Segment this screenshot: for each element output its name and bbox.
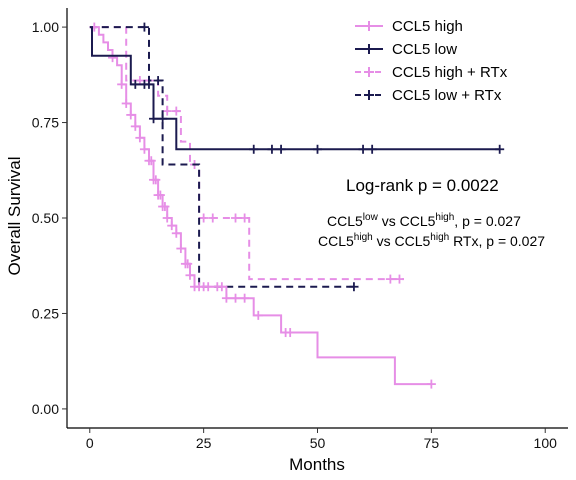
x-axis-title: Months bbox=[289, 455, 345, 474]
series-layer bbox=[89, 22, 505, 389]
series-ccl5-high bbox=[89, 22, 436, 389]
legend-item: CCL5 low + RTx bbox=[355, 87, 502, 104]
logrank-annotation: Log-rank p = 0.0022 bbox=[346, 176, 499, 195]
legend-label: CCL5 high + RTx bbox=[392, 64, 508, 81]
comparison-1-base: CCL5 bbox=[327, 213, 363, 229]
comparison-2-sup: high bbox=[354, 232, 373, 243]
series-ccl5-high-rtx bbox=[89, 26, 404, 284]
legend-item: CCL5 high bbox=[355, 18, 463, 35]
legend-item: CCL5 high + RTx bbox=[355, 64, 508, 81]
x-tick-label: 0 bbox=[86, 435, 94, 451]
y-tick-label: 0.00 bbox=[32, 401, 59, 417]
comparison-1-tail: , p = 0.027 bbox=[454, 213, 521, 229]
y-tick-label: 0.50 bbox=[32, 210, 59, 226]
y-tick-label: 0.75 bbox=[32, 115, 59, 131]
legend-label: CCL5 low + RTx bbox=[392, 87, 502, 104]
y-tick-label: 1.00 bbox=[32, 19, 59, 35]
ticks: 0 25 50 75 100 0.00 0.25 0.50 0.75 1.00 bbox=[32, 19, 557, 451]
x-tick-label: 75 bbox=[424, 435, 440, 451]
comparison-2-tail: RTx, p = 0.027 bbox=[449, 233, 545, 249]
comparison-2-base: CCL5 bbox=[318, 233, 354, 249]
series-line bbox=[89, 26, 404, 281]
comparison-2-middle: vs CCL5 bbox=[373, 233, 431, 249]
comparison-1-sup: low bbox=[363, 212, 379, 223]
x-tick-label: 25 bbox=[196, 435, 212, 451]
legend-label: CCL5 low bbox=[392, 41, 457, 58]
legend-item: CCL5 low bbox=[355, 41, 457, 58]
legend-label: CCL5 high bbox=[392, 18, 463, 35]
y-axis-title: Overall Survival bbox=[5, 156, 24, 275]
comparison-1-middle: vs CCL5 bbox=[378, 213, 436, 229]
comparison-line-2: CCL5high vs CCL5high RTx, p = 0.027 bbox=[318, 232, 545, 249]
x-tick-label: 100 bbox=[534, 435, 558, 451]
x-tick-label: 50 bbox=[310, 435, 326, 451]
legend: CCL5 high CCL5 low CCL5 high + RTx CCL5 low… bbox=[355, 18, 508, 104]
y-tick-label: 0.25 bbox=[32, 305, 59, 321]
comparison-2-sup2: high bbox=[430, 232, 449, 243]
comparison-line-1: CCL5low vs CCL5high, p = 0.027 bbox=[327, 212, 521, 229]
series-ccl5-low bbox=[89, 26, 505, 154]
comparison-1-sup2: high bbox=[435, 212, 454, 223]
